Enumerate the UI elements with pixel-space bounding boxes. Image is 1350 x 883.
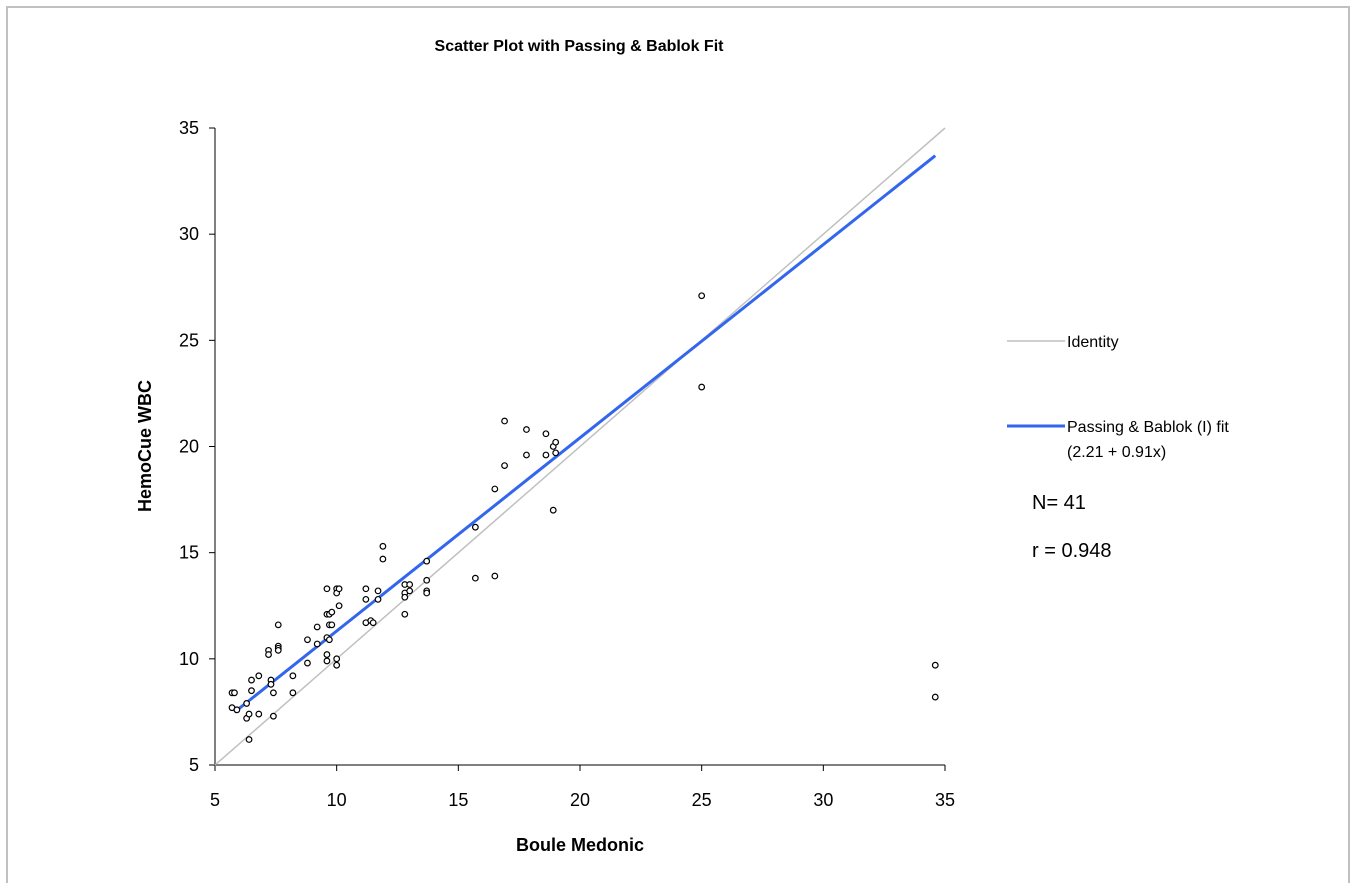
scatter-point <box>245 710 253 718</box>
data-points <box>228 292 939 743</box>
scatter-point <box>304 659 311 667</box>
scatter-point <box>323 657 331 665</box>
legend: Identity Passing & Bablok (I) fit (2.21 … <box>1007 334 1229 461</box>
scatter-point <box>552 438 560 446</box>
scatter-point <box>501 462 508 470</box>
scatter-point <box>423 557 431 565</box>
scatter-point <box>265 651 272 658</box>
scatter-point <box>325 636 333 644</box>
scatter-point <box>491 485 499 493</box>
y-tick-label: 10 <box>179 649 199 669</box>
scatter-point <box>552 449 560 457</box>
scatter-point <box>335 585 343 593</box>
scatter-point <box>523 451 530 459</box>
scatter-point <box>313 623 321 631</box>
x-tick-label: 5 <box>210 790 220 810</box>
scatter-point <box>255 710 263 718</box>
scatter-point <box>471 523 479 531</box>
scatter-point <box>362 595 370 603</box>
scatter-point <box>335 602 343 610</box>
scatter-point <box>289 689 297 697</box>
scatter-point <box>233 706 241 714</box>
scatter-point <box>698 292 706 300</box>
scatter-point <box>401 593 409 601</box>
x-tick-label: 15 <box>448 790 468 810</box>
scatter-point <box>491 572 499 580</box>
x-tick-label: 20 <box>570 790 590 810</box>
legend-fit-label: Passing & Bablok (I) fit <box>1067 419 1229 436</box>
scatter-point <box>423 589 431 597</box>
scatter-point <box>471 574 479 582</box>
identity-line <box>214 127 946 766</box>
scatter-point <box>289 672 297 680</box>
scatter-point <box>542 430 550 438</box>
scatter-point <box>379 555 387 563</box>
scatter-point <box>401 610 409 618</box>
scatter-point <box>248 676 255 684</box>
scatter-point <box>374 587 382 595</box>
scatter-point <box>245 736 253 743</box>
scatter-point <box>369 619 377 627</box>
y-tick-label: 35 <box>179 118 199 138</box>
y-tick-label: 25 <box>179 330 199 350</box>
scatter-point <box>406 581 414 588</box>
scatter-point <box>248 687 255 695</box>
legend-fit-equation: (2.21 + 0.91x) <box>1067 444 1166 461</box>
chart-title: Scatter Plot with Passing & Bablok Fit <box>435 38 725 55</box>
legend-identity-label: Identity <box>1067 334 1119 351</box>
scatter-point <box>255 672 263 680</box>
y-tick-label: 20 <box>179 437 199 457</box>
scatter-point <box>931 693 939 701</box>
x-tick-label: 30 <box>813 790 833 810</box>
scatter-point <box>267 680 275 688</box>
scatter-point <box>328 608 336 616</box>
scatter-point <box>274 646 282 654</box>
scatter-point <box>333 661 341 669</box>
correlation-label: r = 0.948 <box>1032 540 1112 562</box>
scatter-point <box>304 636 311 644</box>
x-tick-label: 10 <box>327 790 347 810</box>
scatter-point <box>406 587 414 595</box>
passing-bablok-fit-line <box>233 154 937 714</box>
x-axis-ticks: 5 10 15 20 25 30 35 <box>210 765 955 810</box>
scatter-point <box>328 621 336 629</box>
y-tick-label: 15 <box>179 543 199 563</box>
y-tick-label: 5 <box>189 755 199 775</box>
x-axis-title: Boule Medonic <box>516 835 644 855</box>
y-tick-label: 30 <box>179 224 199 244</box>
scatter-point <box>323 585 331 593</box>
scatter-point <box>313 640 321 648</box>
scatter-point <box>931 661 939 669</box>
scatter-point <box>542 451 550 459</box>
scatter-point <box>243 700 251 707</box>
chart-frame <box>6 6 1350 883</box>
scatter-point <box>379 542 387 550</box>
n-count-label: N= 41 <box>1032 492 1086 514</box>
x-tick-label: 35 <box>935 790 955 810</box>
fit-lines <box>214 127 946 766</box>
scatter-point <box>501 417 508 425</box>
scatter-point <box>333 655 341 663</box>
scatter-point <box>698 383 706 391</box>
scatter-point <box>549 506 557 514</box>
scatter-point <box>231 689 238 697</box>
y-axis-ticks: 5 10 15 20 25 30 35 <box>179 118 215 775</box>
scatter-point <box>374 595 382 603</box>
scatter-point <box>362 585 370 593</box>
scatter-point <box>323 651 331 658</box>
y-axis-title: HemoCue WBC <box>135 380 155 512</box>
scatter-point <box>270 712 277 720</box>
scatter-point <box>523 426 530 433</box>
x-tick-label: 25 <box>692 790 712 810</box>
scatter-point <box>423 576 431 584</box>
scatter-point <box>274 621 282 629</box>
scatter-point <box>270 689 277 697</box>
